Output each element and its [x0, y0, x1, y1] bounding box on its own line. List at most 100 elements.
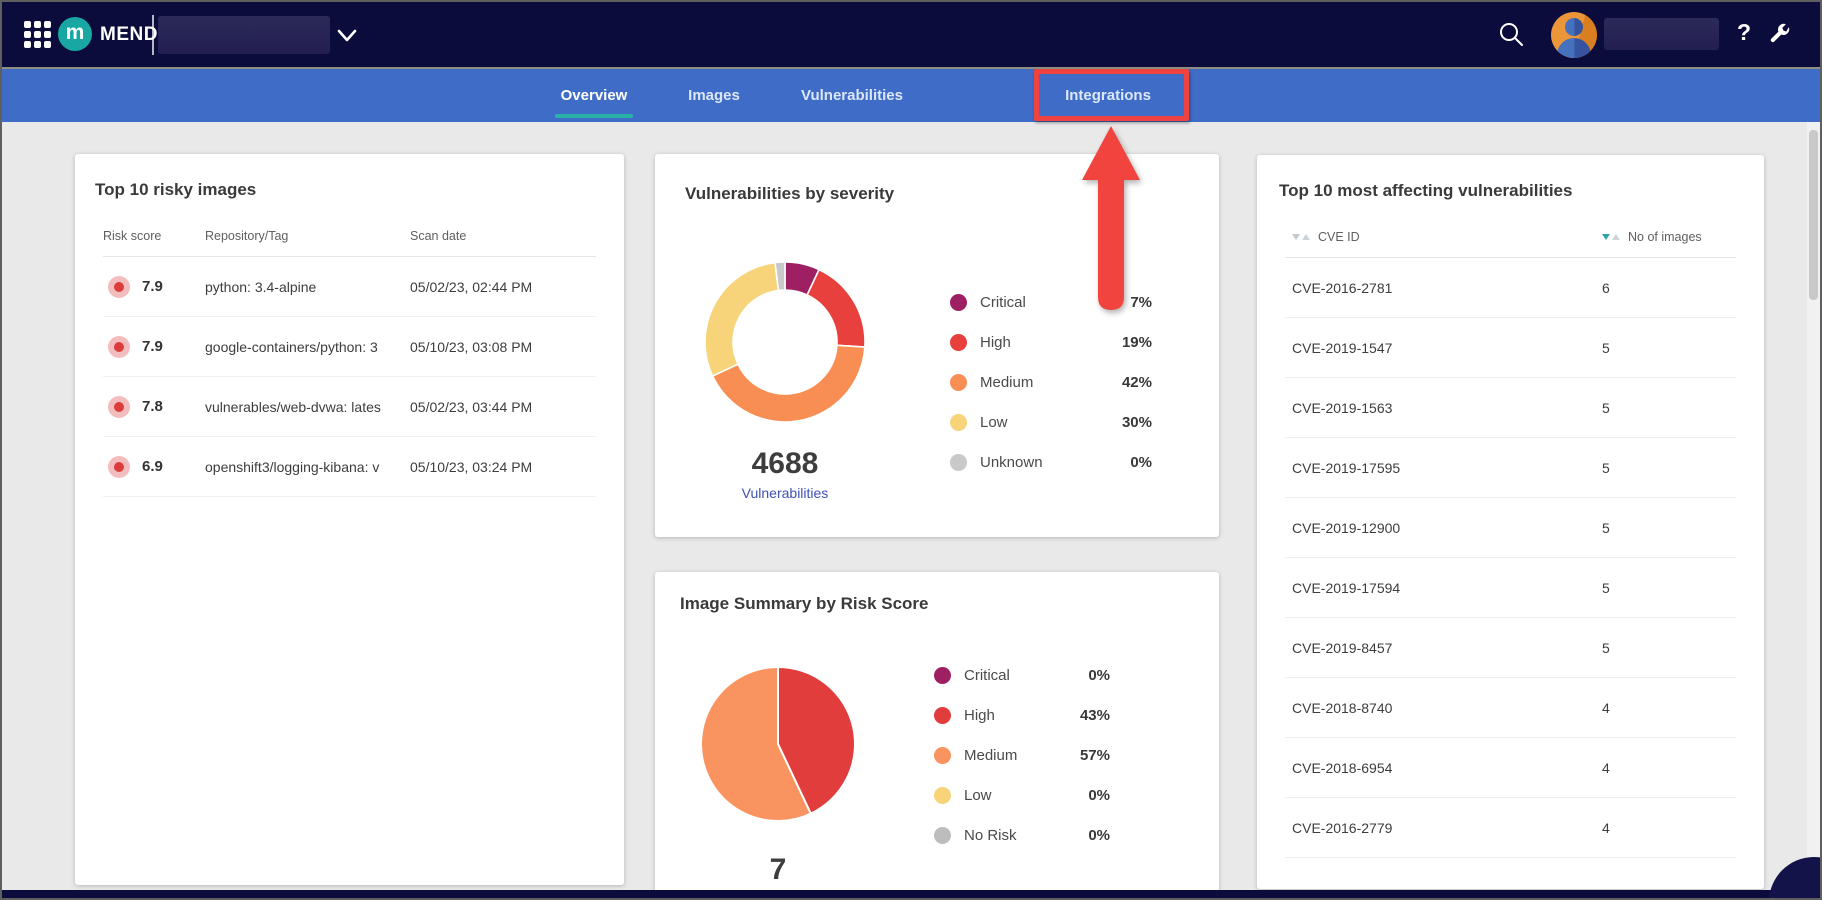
table-row[interactable]: CVE-2019-1563 5 [1285, 378, 1736, 438]
risk-score: 6.9 [142, 458, 163, 475]
table-header-row: CVE ID No of images [1285, 217, 1736, 258]
risk-dot-icon [108, 275, 130, 298]
scan-date: 05/10/23, 03:24 PM [410, 458, 533, 475]
slice-medium[interactable] [711, 344, 865, 422]
legend-dot-icon [950, 293, 967, 311]
mend-logo-icon: m [58, 17, 92, 51]
wrench-icon[interactable] [1767, 22, 1790, 45]
tab-integrations[interactable]: Integrations [1065, 87, 1151, 104]
sort-desc-icon[interactable] [1602, 234, 1610, 240]
column-header-scan-date: Scan date [410, 229, 467, 243]
table-row[interactable]: 7.8 vulnerables/web-dvwa: lates 05/02/23, … [103, 377, 596, 437]
cve-id: CVE-2019-17595 [1292, 459, 1401, 476]
table-row[interactable]: CVE-2018-6954 4 [1285, 738, 1736, 798]
scrollbar-thumb[interactable] [1809, 130, 1818, 300]
image-summary-card: Image Summary by Risk Score Critical 0% Hi… [655, 572, 1219, 895]
scan-date: 05/10/23, 03:08 PM [410, 338, 533, 355]
repo-tag: vulnerables/web-dvwa: lates [205, 398, 381, 415]
legend-item: No Risk 0% [934, 815, 1110, 855]
sort-asc-icon[interactable] [1612, 234, 1620, 240]
table-row[interactable]: 6.9 openshift3/logging-kibana: v 05/10/23,… [103, 437, 596, 497]
slice-low[interactable] [705, 262, 780, 377]
legend-percent: 30% [1121, 413, 1152, 431]
cve-id: CVE-2018-8740 [1292, 699, 1393, 716]
repo-tag: openshift3/logging-kibana: v [205, 458, 380, 475]
top-cves-card: Top 10 most affecting vulnerabilities CV… [1257, 155, 1764, 889]
risk-score-cell: 6.9 [103, 455, 205, 478]
divider [152, 15, 154, 55]
slice-high[interactable] [806, 268, 865, 348]
legend-item: Unknown 0% [950, 442, 1152, 482]
table-row[interactable]: 7.9 google-containers/python: 3 05/10/23, … [103, 317, 596, 377]
legend-label: Medium [980, 373, 1034, 391]
table-row[interactable]: CVE-2019-17594 5 [1285, 558, 1736, 618]
repo-tag: google-containers/python: 3 [205, 338, 378, 355]
image-count: 5 [1602, 459, 1610, 476]
table-row[interactable]: CVE-2016-2781 6 [1285, 258, 1736, 318]
top-cves-table: CVE ID No of images CVE-2016-2781 6 CVE-20… [1285, 217, 1736, 858]
risk-score-cell: 7.9 [103, 275, 205, 298]
redacted-org-name[interactable] [158, 16, 330, 54]
sort-desc-icon[interactable] [1292, 234, 1300, 240]
column-header-risk-score: Risk score [103, 229, 162, 243]
slice-unknown[interactable] [774, 262, 786, 292]
sort-asc-icon[interactable] [1302, 234, 1310, 240]
table-row[interactable]: CVE-2018-8740 4 [1285, 678, 1736, 738]
table-row[interactable]: 7.9 python: 3.4-alpine 05/02/23, 02:44 PM [103, 257, 596, 317]
legend-dot-icon [950, 373, 967, 391]
risk-score: 7.9 [142, 338, 163, 355]
scrollbar[interactable] [1807, 122, 1820, 890]
slice-high[interactable] [777, 667, 855, 815]
legend-label: High [964, 706, 995, 724]
column-header-no-of-images[interactable]: No of images [1595, 230, 1736, 244]
scan-date: 05/02/23, 02:44 PM [410, 278, 533, 295]
cve-id: CVE-2016-2781 [1292, 279, 1393, 296]
vulnerabilities-link[interactable]: Vulnerabilities [741, 485, 829, 501]
legend-dot-icon [934, 826, 951, 844]
help-icon[interactable]: ? [1737, 19, 1752, 45]
image-count: 5 [1602, 339, 1610, 356]
cve-id: CVE-2019-8457 [1292, 639, 1393, 656]
table-row[interactable]: CVE-2016-2779 4 [1285, 798, 1736, 858]
image-count: 5 [1602, 399, 1610, 416]
main-nav: Overview Images Vulnerabilities Integrat… [2, 67, 1820, 122]
cve-id: CVE-2019-1547 [1292, 339, 1393, 356]
risk-score-pie-chart [701, 667, 855, 821]
avatar[interactable] [1551, 12, 1597, 58]
tab-images[interactable]: Images [688, 87, 740, 104]
brand-name: MEND [100, 24, 158, 45]
search-icon[interactable] [1498, 21, 1525, 48]
tab-vulnerabilities[interactable]: Vulnerabilities [801, 87, 903, 104]
chat-widget-button[interactable] [1769, 857, 1820, 898]
app-grid-icon[interactable] [24, 21, 51, 48]
card-title: Image Summary by Risk Score [680, 594, 929, 613]
column-header-cve-id[interactable]: CVE ID [1285, 230, 1595, 244]
image-count: 5 [1602, 579, 1610, 596]
legend-percent: 42% [1121, 373, 1152, 391]
legend-label: Low [980, 413, 1008, 431]
image-count: 4 [1602, 759, 1610, 776]
tab-overview[interactable]: Overview [560, 87, 628, 104]
legend-label: Low [964, 786, 992, 804]
legend-label: Unknown [980, 453, 1043, 471]
legend-label: High [980, 333, 1011, 351]
column-header-repository-tag: Repository/Tag [205, 229, 289, 243]
table-row[interactable]: CVE-2019-8457 5 [1285, 618, 1736, 678]
image-count: 5 [1602, 639, 1610, 656]
avatar-head [1565, 18, 1583, 36]
legend-percent: 57% [1079, 746, 1110, 764]
annotation-arrow [1082, 126, 1140, 310]
image-count: 4 [1602, 699, 1610, 716]
table-row[interactable]: CVE-2019-12900 5 [1285, 498, 1736, 558]
legend-dot-icon [934, 666, 951, 684]
chevron-down-icon[interactable] [336, 28, 358, 43]
table-row[interactable]: CVE-2019-1547 5 [1285, 318, 1736, 378]
slice-medium[interactable] [701, 667, 812, 821]
risk-dot-icon [108, 395, 130, 418]
severity-legend: Critical 7% High 19% Medium 42% Low 30% Unknown 0… [950, 282, 1152, 482]
legend-percent: 0% [1088, 786, 1110, 804]
legend-percent: 0% [1088, 826, 1110, 844]
legend-item: High 19% [950, 322, 1152, 362]
table-row[interactable]: CVE-2019-17595 5 [1285, 438, 1736, 498]
